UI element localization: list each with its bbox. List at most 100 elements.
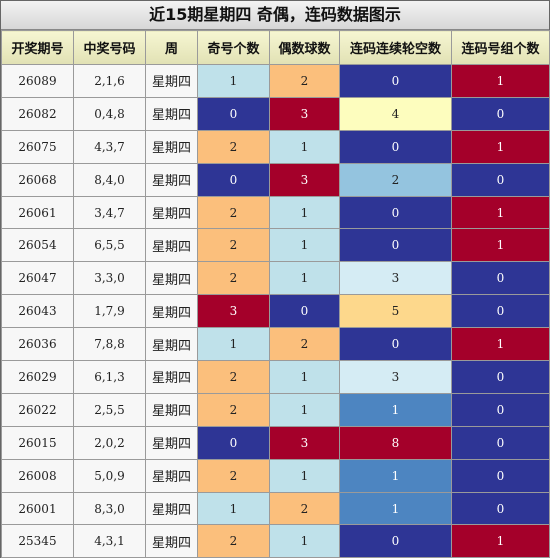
numbers-cell: 5,0,9 (73, 458, 146, 493)
table-row: 26036 7,8,8 星期四 1 2 0 1 (1, 327, 550, 362)
even-count-cell: 1 (269, 392, 340, 427)
week-cell: 星期四 (145, 261, 198, 296)
consecutive-groups-cell: 0 (451, 360, 550, 394)
consecutive-gap-cell: 1 (339, 392, 452, 427)
issue-cell: 26029 (1, 360, 74, 394)
even-count-cell: 3 (269, 425, 340, 460)
header-issue: 开奖期号 (1, 30, 74, 65)
consecutive-groups-cell: 1 (451, 195, 550, 230)
table-row: 26001 8,3,0 星期四 1 2 1 0 (1, 491, 550, 526)
even-count-cell: 1 (269, 524, 340, 558)
numbers-cell: 0,4,8 (73, 96, 146, 131)
table-row: 26029 6,1,3 星期四 2 1 3 0 (1, 360, 550, 394)
issue-cell: 26008 (1, 458, 74, 493)
consecutive-gap-cell: 4 (339, 96, 452, 131)
consecutive-groups-cell: 1 (451, 129, 550, 164)
issue-cell: 26075 (1, 129, 74, 164)
numbers-cell: 8,4,0 (73, 162, 146, 197)
consecutive-groups-cell: 0 (451, 491, 550, 526)
week-cell: 星期四 (145, 458, 198, 493)
header-consecutive-gap: 连码连续轮空数 (339, 30, 452, 65)
table-row: 26043 1,7,9 星期四 3 0 5 0 (1, 294, 550, 329)
even-count-cell: 3 (269, 96, 340, 131)
header-even-count: 偶数球数 (269, 30, 340, 65)
week-cell: 星期四 (145, 294, 198, 329)
even-count-cell: 2 (269, 491, 340, 526)
odd-count-cell: 2 (197, 129, 270, 164)
week-cell: 星期四 (145, 524, 198, 558)
even-count-cell: 1 (269, 458, 340, 493)
odd-count-cell: 0 (197, 96, 270, 131)
table-row: 26075 4,3,7 星期四 2 1 0 1 (1, 129, 550, 164)
even-count-cell: 1 (269, 129, 340, 164)
header-odd-count: 奇号个数 (197, 30, 270, 65)
header-week: 周 (145, 30, 198, 65)
numbers-cell: 6,1,3 (73, 360, 146, 394)
table-row: 26015 2,0,2 星期四 0 3 8 0 (1, 425, 550, 460)
data-table: 开奖期号 中奖号码 周 奇号个数 偶数球数 连码连续轮空数 连码号组个数 260… (1, 30, 550, 558)
week-cell: 星期四 (145, 425, 198, 460)
table-row: 26022 2,5,5 星期四 2 1 1 0 (1, 392, 550, 427)
consecutive-groups-cell: 0 (451, 425, 550, 460)
odd-count-cell: 2 (197, 524, 270, 558)
consecutive-gap-cell: 5 (339, 294, 452, 329)
header-row: 开奖期号 中奖号码 周 奇号个数 偶数球数 连码连续轮空数 连码号组个数 (1, 30, 550, 65)
issue-cell: 26015 (1, 425, 74, 460)
issue-cell: 26043 (1, 294, 74, 329)
consecutive-gap-cell: 1 (339, 458, 452, 493)
issue-cell: 26089 (1, 64, 74, 98)
week-cell: 星期四 (145, 327, 198, 362)
consecutive-gap-cell: 2 (339, 162, 452, 197)
consecutive-gap-cell: 3 (339, 261, 452, 296)
week-cell: 星期四 (145, 64, 198, 98)
numbers-cell: 4,3,1 (73, 524, 146, 558)
page-title: 近15期星期四 奇偶，连码数据图示 (1, 1, 549, 30)
consecutive-groups-cell: 1 (451, 64, 550, 98)
consecutive-groups-cell: 1 (451, 327, 550, 362)
issue-cell: 26047 (1, 261, 74, 296)
odd-count-cell: 2 (197, 392, 270, 427)
consecutive-gap-cell: 3 (339, 360, 452, 394)
table-row: 26082 0,4,8 星期四 0 3 4 0 (1, 96, 550, 131)
numbers-cell: 8,3,0 (73, 491, 146, 526)
week-cell: 星期四 (145, 228, 198, 263)
numbers-cell: 3,3,0 (73, 261, 146, 296)
even-count-cell: 2 (269, 64, 340, 98)
consecutive-groups-cell: 1 (451, 228, 550, 263)
even-count-cell: 2 (269, 327, 340, 362)
consecutive-groups-cell: 1 (451, 524, 550, 558)
week-cell: 星期四 (145, 129, 198, 164)
week-cell: 星期四 (145, 162, 198, 197)
consecutive-gap-cell: 8 (339, 425, 452, 460)
header-numbers: 中奖号码 (73, 30, 146, 65)
even-count-cell: 1 (269, 228, 340, 263)
issue-cell: 26082 (1, 96, 74, 131)
consecutive-groups-cell: 0 (451, 458, 550, 493)
issue-cell: 26068 (1, 162, 74, 197)
consecutive-gap-cell: 0 (339, 195, 452, 230)
odd-count-cell: 0 (197, 425, 270, 460)
consecutive-groups-cell: 0 (451, 392, 550, 427)
even-count-cell: 1 (269, 195, 340, 230)
week-cell: 星期四 (145, 392, 198, 427)
consecutive-gap-cell: 0 (339, 228, 452, 263)
consecutive-groups-cell: 0 (451, 261, 550, 296)
week-cell: 星期四 (145, 360, 198, 394)
odd-count-cell: 2 (197, 458, 270, 493)
numbers-cell: 1,7,9 (73, 294, 146, 329)
odd-count-cell: 3 (197, 294, 270, 329)
even-count-cell: 0 (269, 294, 340, 329)
week-cell: 星期四 (145, 195, 198, 230)
odd-count-cell: 1 (197, 327, 270, 362)
week-cell: 星期四 (145, 491, 198, 526)
week-cell: 星期四 (145, 96, 198, 131)
odd-count-cell: 0 (197, 162, 270, 197)
consecutive-groups-cell: 0 (451, 162, 550, 197)
issue-cell: 25345 (1, 524, 74, 558)
even-count-cell: 1 (269, 261, 340, 296)
header-consecutive-groups: 连码号组个数 (451, 30, 550, 65)
odd-count-cell: 1 (197, 64, 270, 98)
table-row: 25345 4,3,1 星期四 2 1 0 1 (1, 524, 550, 558)
even-count-cell: 1 (269, 360, 340, 394)
